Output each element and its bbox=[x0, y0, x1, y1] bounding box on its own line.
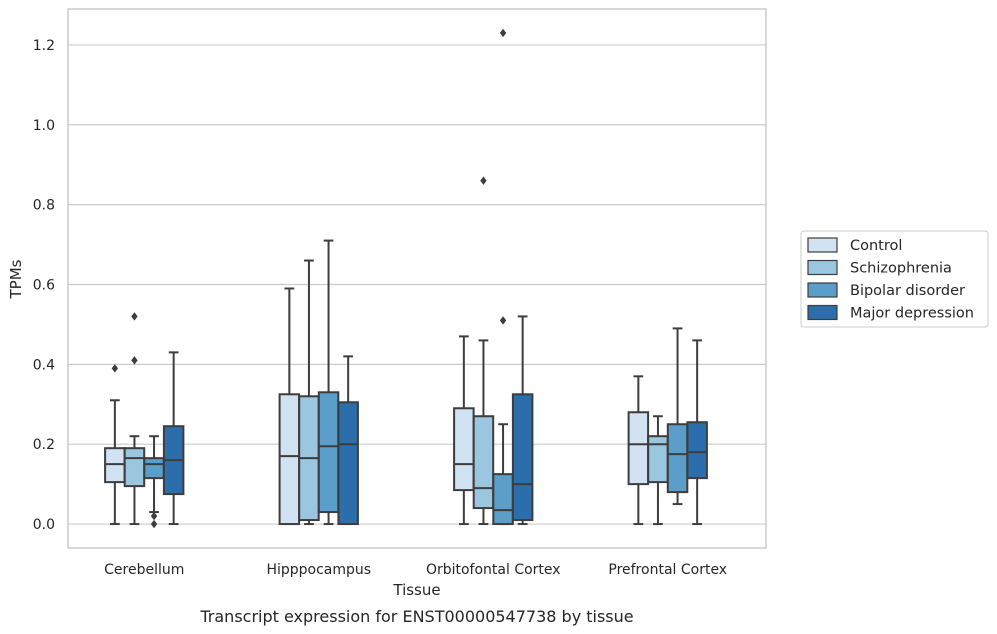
plot-frame bbox=[67, 8, 767, 549]
box-3-1 bbox=[647, 415, 669, 526]
legend-swatch bbox=[807, 259, 838, 276]
outlier-point bbox=[111, 364, 119, 373]
legend-label: Control bbox=[850, 238, 902, 254]
box-body bbox=[647, 435, 669, 484]
y-tick-label: 1.2 bbox=[33, 38, 55, 54]
outlier-point bbox=[131, 356, 138, 365]
box-body bbox=[123, 447, 146, 488]
legend-label: Schizophrenia bbox=[850, 261, 952, 277]
box-body bbox=[453, 407, 475, 492]
outlier-point bbox=[131, 312, 138, 321]
legend-label: Major depression bbox=[850, 306, 974, 322]
y-tick-label: 0.2 bbox=[33, 437, 55, 453]
box-0-3 bbox=[162, 351, 185, 526]
box-body bbox=[666, 423, 689, 494]
y-axis-label: TPMs bbox=[7, 259, 25, 299]
y-tick-label: 1.0 bbox=[33, 118, 55, 134]
box-body bbox=[143, 457, 165, 480]
y-tick-labels: 0.0 0.2 0.4 0.6 0.8 1.0 1.2 bbox=[33, 38, 55, 533]
y-tick-label: 0.4 bbox=[33, 357, 55, 373]
outlier-point bbox=[150, 519, 158, 529]
box-body bbox=[627, 411, 650, 486]
outlier-point bbox=[499, 316, 507, 325]
y-tick-label: 0.8 bbox=[33, 198, 55, 214]
box-0-0 bbox=[104, 364, 126, 526]
box-body bbox=[686, 421, 708, 480]
box-2-3 bbox=[511, 315, 534, 526]
x-tick-label: Cerebellum bbox=[104, 562, 184, 578]
legend-swatch bbox=[807, 237, 838, 253]
box-3-2 bbox=[666, 327, 689, 506]
box-1-2 bbox=[317, 239, 340, 526]
x-tick-labels: Cerebellum Hipppocampus Orbitofontal Corte… bbox=[104, 562, 727, 578]
x-axis-label: Tissue bbox=[392, 581, 440, 599]
box-body bbox=[278, 393, 301, 526]
box-0-2 bbox=[143, 435, 165, 529]
box-groups bbox=[104, 28, 708, 529]
box-body bbox=[337, 401, 359, 526]
box-0-1 bbox=[123, 312, 146, 526]
box-3-3 bbox=[686, 339, 708, 526]
box-3-0 bbox=[627, 375, 650, 526]
legend-label: Bipolar disorder bbox=[850, 283, 965, 299]
x-tick-label: Orbitofontal Cortex bbox=[426, 562, 561, 578]
box-1-0 bbox=[278, 287, 301, 526]
box-2-0 bbox=[453, 335, 475, 526]
legend-swatch bbox=[807, 282, 838, 298]
box-2-1 bbox=[472, 176, 495, 526]
legend-frame bbox=[800, 230, 989, 328]
box-body bbox=[511, 393, 534, 522]
legend: Control Schizophrenia Bipolar disorder Majo… bbox=[800, 230, 989, 328]
outlier-point bbox=[150, 511, 158, 521]
y-tick-label: 0.6 bbox=[33, 277, 55, 293]
legend-swatch bbox=[807, 304, 838, 321]
box-body bbox=[472, 415, 495, 510]
box-body bbox=[492, 473, 514, 526]
x-tick-label: Prefrontal Cortex bbox=[608, 562, 727, 578]
outlier-point bbox=[480, 176, 487, 185]
chart-caption: Transcript expression for ENST0000054773… bbox=[199, 607, 633, 626]
outlier-point bbox=[499, 28, 507, 38]
box-1-3 bbox=[337, 355, 359, 526]
box-2-2 bbox=[492, 28, 514, 526]
box-1-1 bbox=[298, 259, 320, 526]
x-tick-label: Hipppocampus bbox=[266, 562, 371, 578]
box-body bbox=[317, 391, 340, 514]
y-tick-label: 0.0 bbox=[33, 517, 55, 533]
